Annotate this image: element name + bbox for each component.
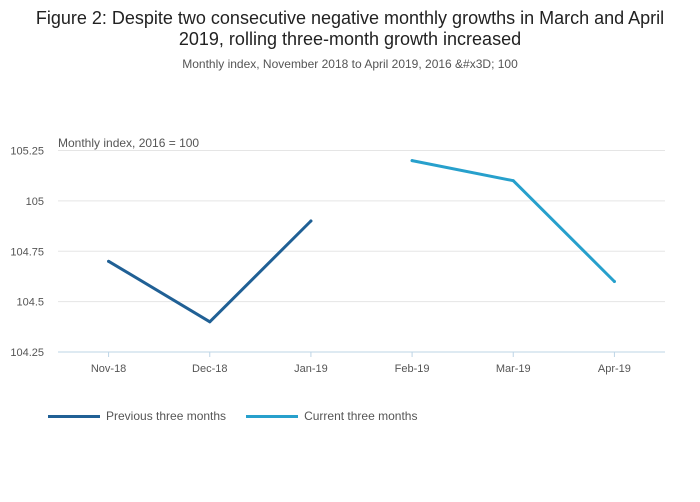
y-axis-label: Monthly index, 2016 = 100 (58, 136, 199, 150)
chart-title: Figure 2: Despite two consecutive negati… (35, 8, 665, 49)
x-tick-label: Mar-19 (496, 363, 531, 375)
legend-swatch (48, 414, 100, 418)
legend-swatch (246, 414, 299, 418)
x-tick-label: Dec-18 (192, 363, 227, 375)
data-point (612, 279, 616, 283)
y-tick-label: 104.5 (16, 297, 44, 309)
legend-item-2[interactable]: Current three months (246, 409, 417, 423)
data-point (410, 159, 414, 163)
legend-label: Previous three months (106, 409, 227, 423)
x-tick-label: Apr-19 (598, 363, 631, 375)
data-point (309, 219, 313, 223)
data-point (208, 320, 212, 324)
legend: Previous three months Current three month… (48, 409, 437, 423)
legend-item-1[interactable]: Previous three months (48, 409, 226, 423)
y-tick-label: 105.25 (10, 146, 44, 158)
y-tick-label: 105 (26, 196, 44, 208)
x-tick-label: Feb-19 (395, 363, 430, 375)
data-point (107, 259, 111, 263)
legend-label: Current three months (304, 409, 418, 423)
y-tick-label: 104.75 (10, 246, 44, 258)
x-tick-label: Nov-18 (91, 363, 126, 375)
x-tick-label: Jan-19 (294, 363, 328, 375)
series-line-1 (107, 219, 313, 324)
chart-subtitle: Monthly index, November 2018 to April 20… (182, 57, 518, 71)
series-line-2 (410, 159, 616, 283)
y-tick-label: 104.25 (10, 347, 44, 359)
data-point (511, 179, 515, 183)
